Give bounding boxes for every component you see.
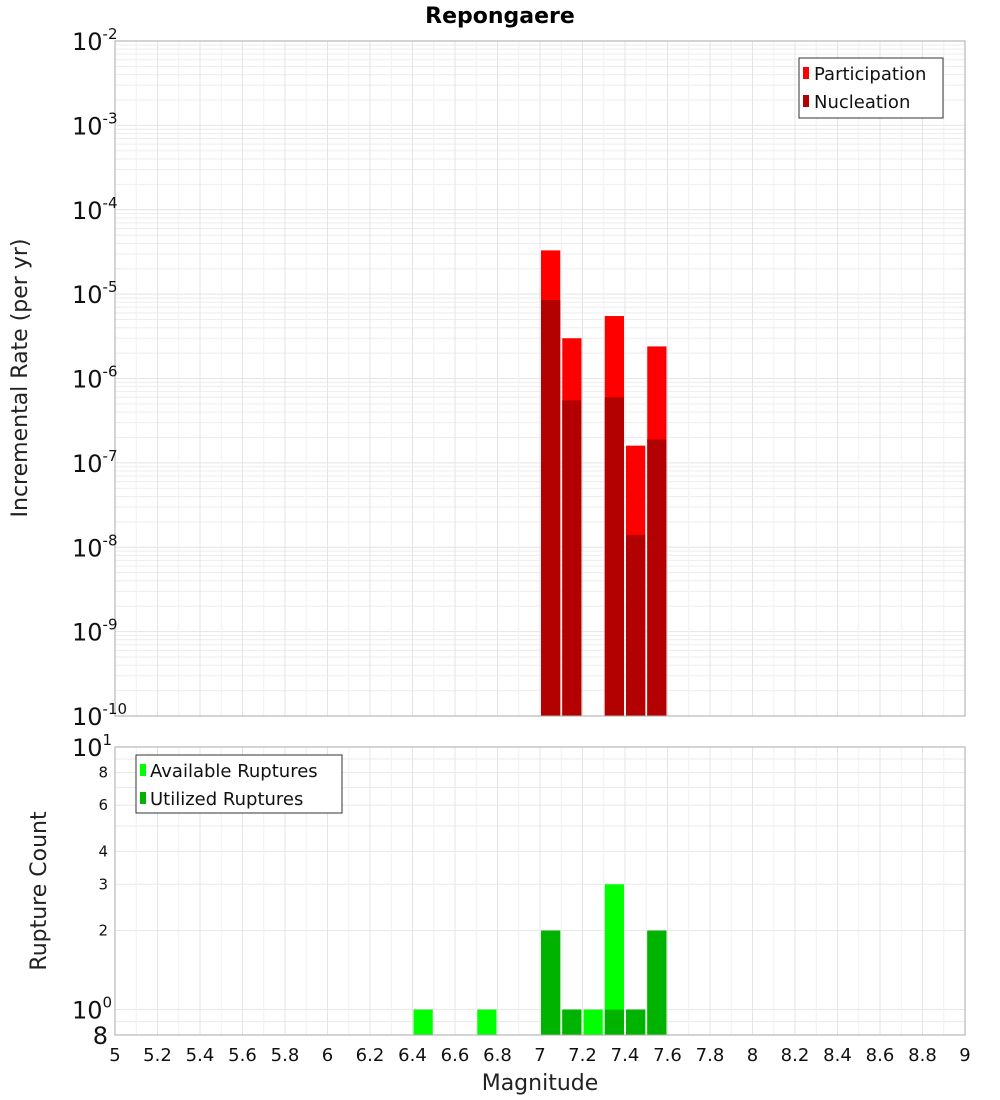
x-axis-label: Magnitude [482,1071,599,1096]
bar-nucleation-7.55 [647,439,667,716]
count-y-minor-tick-label: 2 [98,922,108,940]
x-tick-label: 8.6 [866,1045,895,1066]
count-y-minor-tick-label: 4 [98,842,108,860]
count-plot-frame [114,746,966,1036]
x-tick-label: 6.4 [398,1045,427,1066]
rate-legend-box [798,57,944,119]
legend-label-available: Available Ruptures [150,761,318,782]
count-legend: Available Ruptures Utilized Ruptures [135,754,343,814]
legend-swatch-utilized [140,792,146,804]
bar-utilized-7.45 [626,1009,646,1035]
bar-available-7.35 [604,884,624,1035]
bar-utilized-7.35 [604,1009,624,1035]
rate-y-tick-label: 10-9 [72,616,118,647]
x-tick-label: 8.2 [781,1045,810,1066]
x-tick-label: 5.8 [271,1045,300,1066]
legend-swatch-participation [803,67,809,79]
legend-label-participation: Participation [814,64,926,85]
bar-nucleation-7.35 [604,397,624,716]
x-tick-label: 8 [747,1045,758,1066]
count-legend-box [135,754,343,814]
rate-panel: 10-2 10-3 10-4 10-5 10-6 10-7 10-8 10-9 10-10 In… [8,25,966,731]
count-bars [413,884,667,1035]
rate-y-axis-label: Incremental Rate (per yr) [8,239,33,518]
x-tick-label: 6 [322,1045,333,1066]
legend-label-nucleation: Nucleation [814,92,910,113]
rate-y-ticks: 10-2 10-3 10-4 10-5 10-6 10-7 10-8 10-9 10-10 [72,25,127,731]
count-y-axis-label: Rupture Count [27,811,52,971]
x-tick-label: 7.2 [568,1045,597,1066]
count-x-ticks: 5 5.2 5.4 5.6 5.8 6 6.2 6.4 6.6 6.8 7 7.2 7.4 7.6 7.8 8… [109,1045,970,1066]
bar-available-6.75 [477,1009,497,1035]
rate-grid [114,41,966,717]
x-tick-label: 6.2 [356,1045,385,1066]
legend-label-utilized: Utilized Ruptures [150,789,303,810]
x-tick-label: 5.2 [143,1045,172,1066]
bar-nucleation-7.15 [562,400,582,716]
chart-title: Repongaere [425,4,575,29]
x-tick-label: 9 [959,1045,970,1066]
bar-utilized-7.05 [541,930,561,1035]
bar-utilized-7.15 [562,1009,582,1035]
x-tick-label: 6.6 [441,1045,470,1066]
x-tick-label: 7.4 [611,1045,640,1066]
rate-y-tick-label: 10-7 [72,447,118,478]
rate-y-tick-label: 10-2 [72,25,118,56]
x-tick-label: 6.8 [483,1045,512,1066]
rate-y-tick-label: 10-3 [72,109,118,140]
x-tick-label: 7.6 [653,1045,682,1066]
count-y-tick-label: 101 [72,731,112,762]
legend-swatch-available [140,764,146,776]
count-y-tick-label: 100 [72,994,112,1025]
rate-y-tick-label: 10-8 [72,531,118,562]
bar-nucleation-7.05 [541,300,561,716]
bar-nucleation-7.45 [626,534,646,716]
x-tick-label: 7.8 [696,1045,725,1066]
rate-plot-frame [114,40,966,717]
bar-available-6.45 [413,1009,433,1035]
rate-y-tick-label: 10-4 [72,194,118,225]
count-y-tick-bottom: 8 [93,1022,108,1050]
x-tick-label: 8.8 [908,1045,937,1066]
rate-y-tick-label: 10-6 [72,363,118,394]
x-tick-label: 5.4 [186,1045,215,1066]
rate-y-tick-label: 10-5 [72,278,118,309]
count-y-minor-tick-label: 3 [98,875,108,893]
x-tick-label: 7 [534,1045,545,1066]
x-tick-label: 8.4 [823,1045,852,1066]
bar-utilized-7.55 [647,930,667,1035]
rate-bars [541,250,667,717]
legend-swatch-nucleation [803,95,809,107]
rate-y-tick-label: 10-10 [72,700,127,731]
count-y-minor-tick-label: 8 [98,763,108,781]
rate-legend: Participation Nucleation [798,57,944,119]
count-y-minor-tick-label: 6 [98,796,108,814]
x-tick-label: 5 [109,1045,120,1066]
x-tick-label: 5.6 [228,1045,257,1066]
bar-available-7.25 [583,1009,603,1035]
